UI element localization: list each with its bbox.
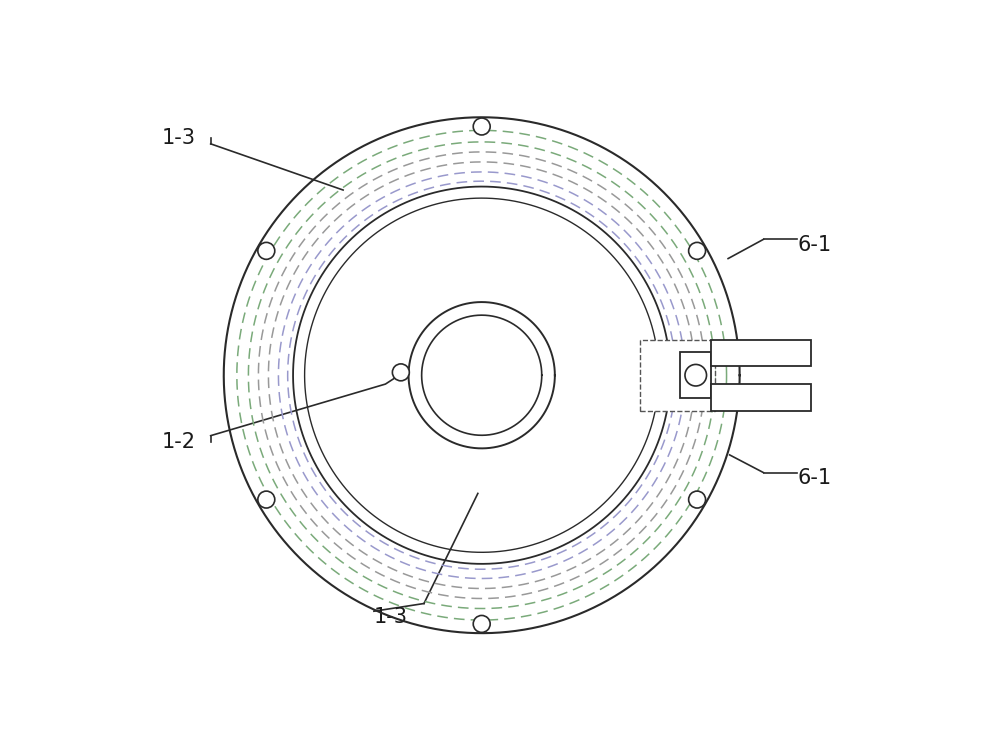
Text: 6-1: 6-1	[797, 236, 832, 256]
Circle shape	[473, 118, 490, 135]
Text: 1-2: 1-2	[162, 432, 196, 452]
Circle shape	[473, 615, 490, 632]
Circle shape	[258, 491, 275, 508]
Bar	[711, 340, 811, 366]
FancyBboxPatch shape	[640, 340, 715, 411]
Text: 1-3: 1-3	[162, 128, 196, 148]
Circle shape	[689, 242, 706, 259]
Circle shape	[685, 364, 707, 386]
Circle shape	[392, 364, 409, 381]
Circle shape	[258, 242, 275, 259]
Bar	[680, 352, 711, 398]
Text: 1-3: 1-3	[374, 607, 408, 627]
Text: 6-1: 6-1	[797, 468, 832, 488]
Circle shape	[689, 491, 706, 508]
Bar	[711, 384, 811, 411]
Polygon shape	[224, 117, 740, 633]
